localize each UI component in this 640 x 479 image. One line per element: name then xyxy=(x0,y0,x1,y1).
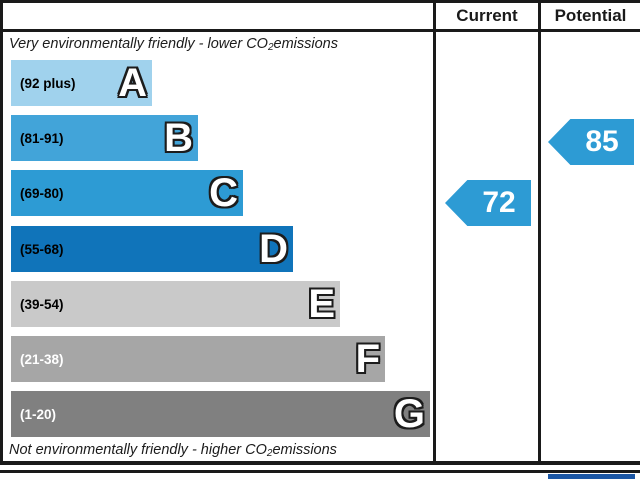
top-note-suffix: emissions xyxy=(273,36,338,52)
potential-column-divider xyxy=(538,0,541,465)
band-e-range: (39-54) xyxy=(20,296,64,312)
band-c-letter: C xyxy=(209,171,238,215)
header-separator-line xyxy=(0,29,640,32)
bottom-note-suffix: emissions xyxy=(272,442,337,458)
band-f-range: (21-38) xyxy=(20,351,64,367)
band-b: (81-91) B xyxy=(11,115,198,161)
band-c: (69-80) C xyxy=(11,170,243,216)
eu-flag-strip xyxy=(548,474,635,479)
bottom-note-subscript: 2 xyxy=(266,447,273,459)
bottom-note-text: Not environmentally friendly - higher CO xyxy=(9,442,267,458)
column-header-current: Current xyxy=(456,6,518,25)
table-bottom-border xyxy=(0,461,640,465)
band-a-range: (92 plus) xyxy=(20,75,76,91)
band-d-letter: D xyxy=(259,227,288,271)
band-a: (92 plus) A xyxy=(11,60,152,106)
band-d-range: (55-68) xyxy=(20,241,64,257)
band-g: (1-20) G xyxy=(11,391,430,437)
band-a-letter: A xyxy=(118,61,147,105)
column-header-potential: Potential xyxy=(554,6,627,25)
band-c-range: (69-80) xyxy=(20,185,64,201)
band-b-range: (81-91) xyxy=(20,130,64,146)
potential-rating-arrow: 85 xyxy=(548,119,634,165)
band-f: (21-38) F xyxy=(11,336,385,382)
band-g-range: (1-20) xyxy=(20,406,57,422)
band-f-letter: F xyxy=(355,337,380,381)
next-section-top-border xyxy=(0,470,640,473)
band-e-letter: E xyxy=(308,282,335,326)
band-g-letter: G xyxy=(393,392,425,436)
table-top-border xyxy=(0,0,640,3)
band-b-letter: B xyxy=(164,116,193,160)
band-d: (55-68) D xyxy=(11,226,293,272)
table-left-border xyxy=(0,0,3,465)
top-note-text: Very environmentally friendly - lower CO xyxy=(9,36,268,52)
current-rating-arrow: 72 xyxy=(445,180,531,226)
band-e: (39-54) E xyxy=(11,281,340,327)
top-note-subscript: 2 xyxy=(267,41,274,53)
potential-rating-value: 85 xyxy=(585,125,619,158)
current-rating-value: 72 xyxy=(482,186,516,219)
top-note: Very environmentally friendly - lower CO… xyxy=(9,33,431,55)
bottom-note: Not environmentally friendly - higher CO… xyxy=(9,439,431,461)
current-column-divider xyxy=(433,0,436,465)
